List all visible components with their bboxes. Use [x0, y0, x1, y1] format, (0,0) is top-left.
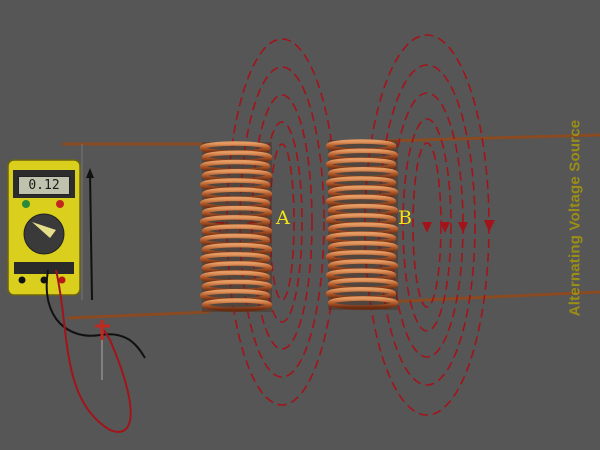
coil-b	[325, 139, 399, 310]
multimeter-reading: 0.12	[18, 176, 70, 195]
coil-turn	[201, 298, 273, 312]
meter-red-button[interactable]	[56, 200, 64, 208]
meter-green-button[interactable]	[22, 200, 30, 208]
coil-turn	[327, 296, 399, 310]
coil-a-label: A	[276, 207, 290, 229]
probe-icon	[86, 168, 110, 380]
meter-dial[interactable]	[23, 213, 65, 255]
probe-leads	[45, 171, 146, 433]
coil-a	[199, 141, 273, 312]
coil-b-label: B	[398, 207, 412, 229]
voltage-source-label: Alternating Voltage Source	[566, 119, 584, 317]
wires	[62, 133, 600, 320]
